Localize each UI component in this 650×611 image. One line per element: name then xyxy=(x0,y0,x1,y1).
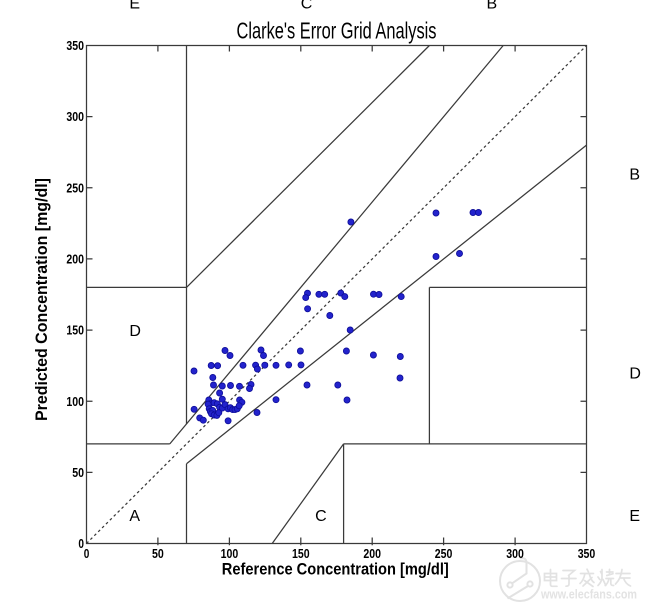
svg-text:E: E xyxy=(629,508,640,525)
svg-text:300: 300 xyxy=(66,109,84,124)
svg-text:300: 300 xyxy=(506,546,524,561)
svg-text:D: D xyxy=(629,366,641,383)
svg-text:200: 200 xyxy=(363,546,381,561)
svg-text:50: 50 xyxy=(72,465,84,480)
svg-text:Clarke's Error Grid Analysis: Clarke's Error Grid Analysis xyxy=(237,17,437,43)
svg-text:250: 250 xyxy=(435,546,453,561)
svg-text:0: 0 xyxy=(78,536,84,551)
svg-text:Reference Concentration [mg/dl: Reference Concentration [mg/dl] xyxy=(222,560,449,579)
svg-text:B: B xyxy=(487,0,498,13)
svg-text:150: 150 xyxy=(292,546,310,561)
svg-text:B: B xyxy=(629,166,640,183)
svg-text:D: D xyxy=(129,323,141,340)
svg-text:250: 250 xyxy=(66,180,84,195)
svg-text:0: 0 xyxy=(84,546,90,561)
svg-text:C: C xyxy=(315,508,327,525)
svg-text:www.elecfans.com: www.elecfans.com xyxy=(540,588,637,602)
svg-text:E: E xyxy=(129,0,140,13)
svg-text:50: 50 xyxy=(152,546,164,561)
svg-text:100: 100 xyxy=(221,546,239,561)
svg-text:350: 350 xyxy=(578,546,596,561)
svg-text:C: C xyxy=(301,0,313,13)
svg-text:A: A xyxy=(129,508,140,525)
svg-text:150: 150 xyxy=(66,323,84,338)
svg-text:100: 100 xyxy=(66,394,84,409)
svg-text:200: 200 xyxy=(66,252,84,267)
svg-text:350: 350 xyxy=(66,38,84,53)
svg-text:Predicted Concentration [mg/dl: Predicted Concentration [mg/dl] xyxy=(32,178,51,421)
